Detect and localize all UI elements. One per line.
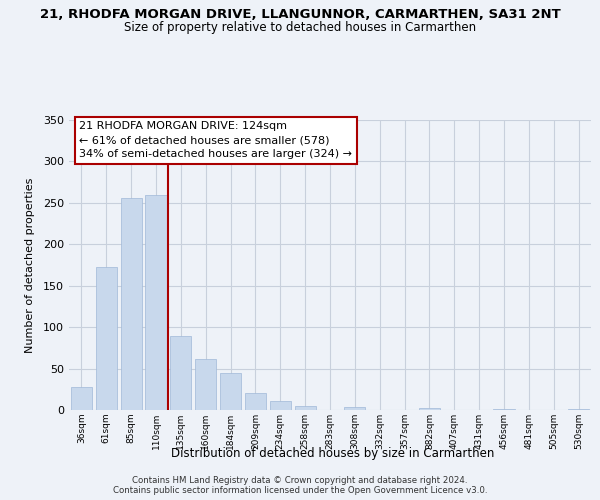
Text: Contains HM Land Registry data © Crown copyright and database right 2024.: Contains HM Land Registry data © Crown c… [132, 476, 468, 485]
Bar [195, 358, 216, 410]
Bar [568, 409, 589, 410]
Bar [295, 406, 316, 410]
Bar [419, 408, 440, 410]
Bar [71, 387, 92, 410]
Bar [145, 194, 167, 410]
Bar [170, 336, 191, 410]
Text: 21, RHODFA MORGAN DRIVE, LLANGUNNOR, CARMARTHEN, SA31 2NT: 21, RHODFA MORGAN DRIVE, LLANGUNNOR, CAR… [40, 8, 560, 20]
Bar [121, 198, 142, 410]
Bar [96, 268, 117, 410]
Text: 21 RHODFA MORGAN DRIVE: 124sqm
← 61% of detached houses are smaller (578)
34% of: 21 RHODFA MORGAN DRIVE: 124sqm ← 61% of … [79, 122, 352, 160]
Bar [220, 372, 241, 410]
Text: Contains public sector information licensed under the Open Government Licence v3: Contains public sector information licen… [113, 486, 487, 495]
Bar [493, 409, 515, 410]
Bar [344, 406, 365, 410]
Text: Distribution of detached houses by size in Carmarthen: Distribution of detached houses by size … [172, 448, 494, 460]
Bar [245, 394, 266, 410]
Bar [270, 401, 291, 410]
Y-axis label: Number of detached properties: Number of detached properties [25, 178, 35, 352]
Text: Size of property relative to detached houses in Carmarthen: Size of property relative to detached ho… [124, 21, 476, 34]
